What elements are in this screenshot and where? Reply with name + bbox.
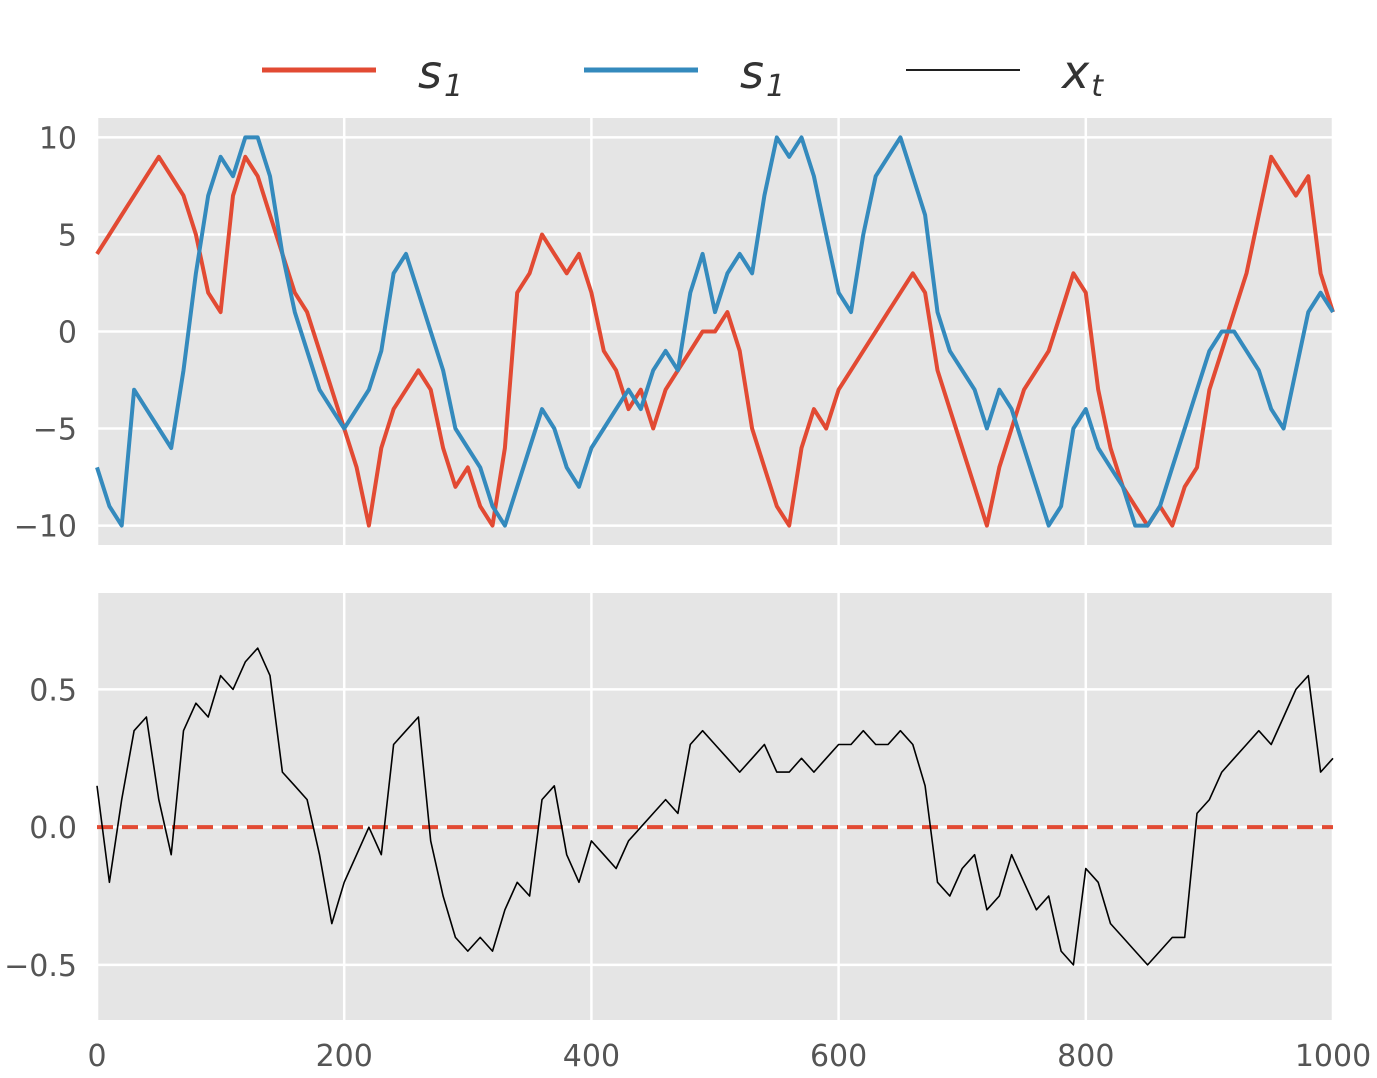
legend-label-black-base: x [1060,45,1090,99]
legend-entry-red: s1 [262,45,463,104]
top-ytick-label: 5 [58,218,77,253]
top-ytick-label: −5 [33,413,77,448]
legend: s1 s1 xt [262,45,1104,104]
bottom-series-line-0 [96,647,1334,966]
bottom-xtick-label: 400 [563,1039,620,1074]
bottom-xtick-label: 1000 [1295,1039,1371,1074]
bottom-xtick-label: 0 [87,1039,106,1074]
legend-label-red-base: s [418,45,442,99]
legend-label-black-sub: t [1091,69,1104,104]
bottom-xtick-label: 200 [316,1039,373,1074]
legend-label-red-sub: 1 [444,69,463,104]
legend-label-blue: s1 [740,45,785,104]
top-series-line-1 [95,135,1335,528]
bottom-plot-background [97,593,1333,1020]
legend-label-blue-base: s [740,45,764,99]
bottom-plot-panel: −0.5 0.0 0.5 0 200 400 600 800 1000 [4,593,1371,1074]
bottom-ytick-label: 0.0 [29,811,77,846]
bottom-xtick-label: 600 [810,1039,867,1074]
top-ytick-label: 0 [58,316,77,351]
top-ytick-label: 10 [39,121,77,156]
legend-label-blue-sub: 1 [766,69,785,104]
bottom-ytick-label: 0.5 [29,673,77,708]
legend-entry-black: xt [906,45,1104,104]
legend-entry-blue: s1 [584,45,785,104]
legend-label-red: s1 [418,45,463,104]
top-plot-panel: −10 −5 0 5 10 [14,118,1335,545]
bottom-xtick-label: 800 [1057,1039,1114,1074]
top-ytick-label: −10 [14,510,77,545]
bottom-ytick-label: −0.5 [4,949,77,984]
legend-label-black: xt [1060,45,1104,104]
